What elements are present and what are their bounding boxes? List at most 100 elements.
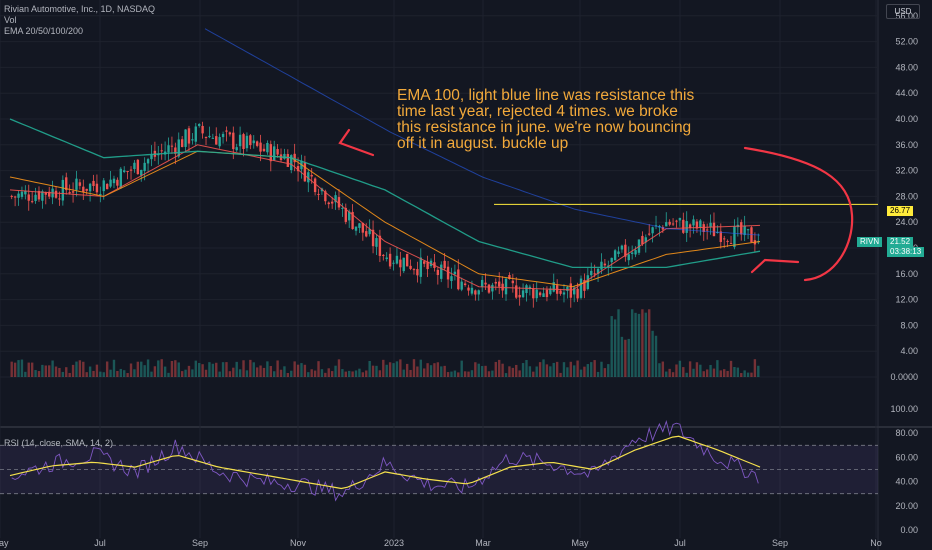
candle-body (317, 193, 320, 195)
candle-body (85, 188, 88, 191)
candle-body (119, 168, 122, 189)
volume-bar (702, 371, 705, 377)
volume-bar (644, 312, 647, 377)
volume-bar (382, 359, 385, 377)
candle-body (675, 220, 678, 222)
volume-bar (480, 366, 484, 377)
candle-body (467, 287, 470, 291)
currency-button[interactable]: USD (886, 4, 920, 19)
volume-bar (440, 366, 443, 377)
volume-bar (245, 370, 249, 377)
candle-body (446, 266, 450, 280)
candle-body (484, 282, 487, 285)
volume-bar (661, 361, 665, 377)
candle-body (579, 278, 583, 298)
volume-bar (504, 373, 508, 377)
volume-bar (719, 370, 722, 377)
volume-bar (549, 366, 552, 377)
volume-bar (348, 370, 351, 377)
rsi-legend: RSI (14, close, SMA, 14, 2) (4, 438, 114, 448)
volume-bar (17, 360, 20, 377)
volume-bar (433, 363, 436, 377)
volume-bar (651, 330, 654, 377)
candle-body (361, 222, 365, 233)
candle-body (307, 172, 310, 183)
candle-body (140, 169, 143, 176)
candle-body (583, 280, 586, 291)
volume-bar (610, 316, 613, 377)
rsi-tick-label: 40.00 (895, 477, 918, 487)
candle-body (61, 179, 65, 201)
candle-body (221, 133, 225, 138)
candle-body (600, 261, 603, 270)
ema-line-ema20 (9, 144, 761, 291)
volume-bar (463, 371, 467, 377)
volume-bar (658, 363, 661, 377)
volume-bar (590, 362, 593, 377)
candle-body (330, 201, 334, 204)
candle-body (552, 282, 555, 292)
candle-body (450, 276, 453, 282)
candle-body (368, 228, 371, 235)
time-tick-label: Mar (475, 538, 491, 548)
candle-body (525, 285, 528, 294)
volume-bar (688, 361, 692, 377)
candle-body (198, 124, 201, 126)
candle-body (341, 207, 344, 209)
candle-body (249, 135, 252, 146)
candle-body (126, 170, 129, 172)
candle-body (688, 224, 692, 228)
price-tick-label: 24.00 (895, 217, 918, 227)
volume-bar (518, 370, 521, 377)
volume-bar (242, 360, 245, 377)
candle-body (225, 130, 228, 132)
candle-body (695, 221, 699, 229)
volume-bar (37, 371, 41, 377)
candle-body (542, 293, 545, 298)
bounce-arrow-icon (750, 258, 800, 274)
volume-bar (368, 360, 371, 377)
candle-body (218, 137, 221, 147)
volume-bar (150, 371, 153, 377)
volume-bar (723, 369, 726, 377)
candle-body (480, 279, 484, 287)
candle-body (58, 198, 61, 200)
volume-bar (75, 361, 78, 377)
volume-bar (446, 372, 450, 377)
volume-bar (68, 372, 71, 377)
volume-bar (552, 362, 555, 377)
volume-bar (419, 359, 422, 377)
volume-bar (470, 370, 474, 377)
candle-body (116, 179, 119, 186)
volume-bar (665, 371, 668, 377)
red-arrow-icon (338, 128, 375, 157)
candle-body (150, 154, 153, 160)
candle-body (17, 193, 20, 198)
candle-body (494, 281, 497, 284)
countdown-tag: 03:38:13 (887, 247, 925, 257)
volume-bar (54, 366, 58, 377)
candle-body (590, 270, 593, 276)
candle-body (511, 280, 515, 284)
candle-body (293, 153, 296, 163)
volume-bar (262, 367, 266, 377)
volume-bar (477, 363, 480, 377)
candle-body (242, 134, 245, 150)
candle-body (705, 229, 709, 231)
candle-body (668, 221, 671, 225)
price-tick-label: 36.00 (895, 140, 918, 150)
candle-body (160, 150, 163, 152)
rsi-tick-label: 100.00 (890, 404, 918, 414)
volume-bar (402, 369, 405, 377)
candle-body (296, 166, 300, 172)
volume-bar (511, 367, 515, 377)
volume-bar (174, 360, 177, 377)
rsi-sma-line (9, 435, 761, 490)
volume-bar (637, 313, 641, 377)
volume-bar (283, 366, 286, 377)
candle-body (644, 237, 647, 243)
volume-bar (13, 362, 17, 377)
candle-body (259, 142, 262, 152)
volume-bar (327, 368, 330, 377)
